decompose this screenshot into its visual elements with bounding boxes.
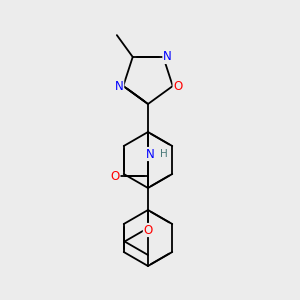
Text: O: O bbox=[110, 169, 120, 182]
Text: N: N bbox=[115, 80, 124, 92]
Text: N: N bbox=[163, 50, 172, 64]
Text: O: O bbox=[173, 80, 182, 92]
Text: N: N bbox=[146, 148, 154, 160]
Text: H: H bbox=[160, 149, 168, 159]
Text: O: O bbox=[143, 224, 153, 236]
